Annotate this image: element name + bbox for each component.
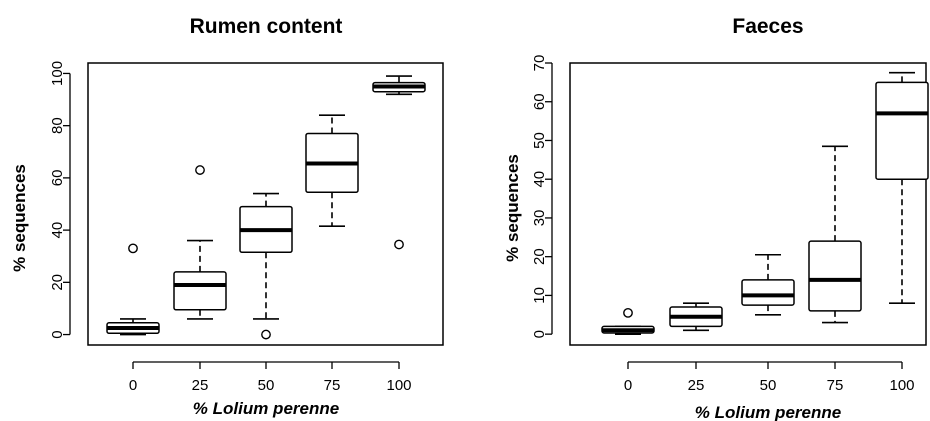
y-tick-label: 10 xyxy=(531,287,548,304)
y-axis-label-rumen: % sequences xyxy=(10,164,29,272)
y-tick-label: 60 xyxy=(531,93,548,110)
box-rumen-25 xyxy=(173,165,227,320)
box-faeces-75 xyxy=(808,145,862,324)
x-axis-label-rumen: % Lolium perenne xyxy=(193,399,339,418)
y-tick-label: 40 xyxy=(49,222,66,239)
x-tick-label-0: 0 xyxy=(624,377,632,394)
outlier-point xyxy=(394,239,404,250)
box-rumen-0 xyxy=(106,243,160,336)
y-tick-label: 70 xyxy=(531,55,548,72)
y-axis-label-faeces: % sequences xyxy=(503,154,522,262)
panel-rumen-content: Rumen content % sequences % Lolium peren… xyxy=(10,15,444,418)
x-tick-label-100: 100 xyxy=(889,377,914,394)
x-tick-label-75: 75 xyxy=(827,377,844,394)
plot-frame-rumen xyxy=(87,62,444,346)
iqr-box xyxy=(741,279,795,306)
outlier-point xyxy=(623,307,633,318)
x-tick-label-50: 50 xyxy=(760,377,777,394)
iqr-box xyxy=(808,240,862,312)
y-tick-label: 60 xyxy=(49,170,66,187)
box-faeces-50 xyxy=(741,253,795,316)
iqr-box xyxy=(875,81,929,180)
x-tick-label-0: 0 xyxy=(129,377,137,394)
x-tick-label-100: 100 xyxy=(386,377,411,394)
plot-frame-faeces xyxy=(569,62,927,346)
x-tick-label-75: 75 xyxy=(324,377,341,394)
y-tick-label: 50 xyxy=(531,132,548,149)
y-tick-label: 0 xyxy=(531,330,548,338)
iqr-box xyxy=(173,271,227,311)
box-faeces-0 xyxy=(601,307,655,335)
box-rumen-50 xyxy=(239,192,293,340)
panel-faeces: Faeces % sequences % Lolium perenne 0 10 2… xyxy=(503,15,929,421)
panel-title-faeces: Faeces xyxy=(732,15,803,38)
y-tick-label: 20 xyxy=(531,248,548,265)
outlier-point xyxy=(261,329,271,340)
outlier-point xyxy=(128,243,138,254)
panel-title-rumen: Rumen content xyxy=(190,15,343,38)
x-tick-label-25: 25 xyxy=(192,377,209,394)
box-faeces-100 xyxy=(875,71,929,304)
y-tick-label: 80 xyxy=(49,117,66,134)
x-tick-label-25: 25 xyxy=(688,377,705,394)
y-tick-label: 30 xyxy=(531,210,548,227)
box-faeces-25 xyxy=(669,302,723,332)
x-tick-label-50: 50 xyxy=(258,377,275,394)
y-tick-label: 20 xyxy=(49,274,66,291)
y-tick-label: 100 xyxy=(49,61,66,86)
box-rumen-100 xyxy=(372,75,426,250)
box-rumen-75 xyxy=(305,114,359,227)
outlier-point xyxy=(195,165,205,175)
y-tick-label: 40 xyxy=(531,171,548,188)
y-tick-label: 0 xyxy=(49,330,66,338)
x-axis-label-faeces: % Lolium perenne xyxy=(695,403,841,421)
